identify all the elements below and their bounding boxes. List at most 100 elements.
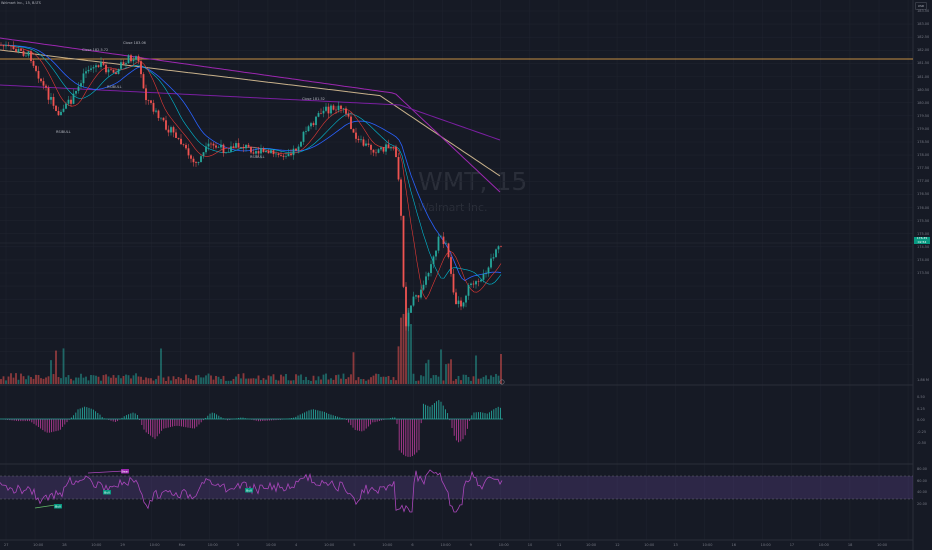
candle-body (362, 139, 365, 146)
volume-bar (177, 377, 180, 384)
volume-bar (442, 380, 445, 384)
currency-button[interactable]: USD (915, 2, 927, 10)
macd-histogram (0, 400, 501, 457)
candle-body (52, 97, 55, 106)
volume-bar (132, 375, 135, 384)
macd-axis-label: -0.50 (917, 441, 927, 445)
candle-body (280, 155, 282, 156)
volume-bar (292, 380, 295, 384)
candle-body (7, 45, 10, 46)
time-axis-label: 10:00 (644, 543, 655, 547)
rsi-tag-label: Bull (246, 488, 252, 492)
candle-body (65, 103, 67, 109)
volume-bar (392, 377, 395, 384)
time-axis-label: 10:00 (91, 543, 102, 547)
volume-bar (87, 380, 90, 384)
volume-axis-label: 1.86 M (917, 378, 929, 382)
time-axis-label: 10:00 (149, 543, 160, 547)
candle-body (17, 49, 20, 52)
volume-bar (257, 375, 260, 384)
candle-body (150, 100, 152, 103)
volume-bar (157, 375, 160, 384)
candle-body (37, 70, 40, 79)
price-axis-label: 179.50 (917, 113, 930, 118)
candle-body (387, 144, 390, 148)
volume-bar (45, 377, 47, 384)
candle-body (327, 106, 330, 114)
volume-bar (422, 376, 425, 384)
volume-bar (380, 376, 382, 384)
candle-body (55, 105, 57, 111)
volume-bar (440, 349, 442, 384)
volume-bar (500, 354, 502, 384)
candle-body (145, 88, 147, 101)
volume-bar (285, 374, 287, 384)
volume-bar (260, 380, 262, 384)
price-axis-label: 180.50 (917, 87, 930, 92)
candle-body (125, 63, 127, 65)
volume-bar (460, 380, 462, 384)
candle-body (487, 267, 490, 274)
candle-body (85, 71, 87, 74)
volume-bar (95, 375, 97, 384)
candle-body (137, 56, 140, 62)
candle-body (450, 257, 452, 274)
volume-bar (182, 380, 185, 384)
candle-body (452, 273, 455, 293)
candle-body (215, 145, 217, 148)
volume-bar (162, 377, 165, 384)
candle-body (297, 146, 300, 151)
candle-body (465, 295, 467, 303)
volume-bar (415, 380, 417, 384)
volume-bar (27, 375, 30, 384)
candle-body (337, 105, 340, 111)
volume-bar (410, 324, 412, 384)
volume-bar (225, 380, 227, 384)
volume-bar (322, 374, 325, 384)
candle-body (180, 138, 182, 145)
candle-body (385, 144, 387, 152)
candle-body (140, 61, 142, 75)
time-axis-label: 10:00 (207, 543, 218, 547)
candle-body (50, 97, 52, 100)
volume-bar (252, 378, 255, 384)
price-axis-label: 178.50 (917, 140, 930, 144)
volume-bar (77, 377, 80, 384)
candle-body (40, 78, 42, 82)
volume-bar (467, 376, 470, 384)
candle-body (295, 148, 297, 151)
candle-body (0, 45, 2, 46)
candle-body (242, 146, 245, 149)
candle-body (100, 61, 102, 67)
volume-bar (425, 363, 427, 384)
time-axis-label: 10:00 (498, 543, 509, 547)
candle-body (285, 156, 287, 157)
candle-body (300, 141, 302, 147)
time-axis-label: 3 (236, 543, 240, 547)
volume-bar (120, 378, 122, 384)
volume-bar (175, 379, 177, 384)
end-marker-icon[interactable] (499, 379, 505, 385)
volume-bar (345, 378, 347, 384)
candle-body (312, 123, 315, 126)
candle-body (317, 113, 320, 117)
candle-body (332, 105, 335, 110)
volume-bar (462, 374, 465, 384)
volume-bar (57, 377, 60, 384)
volume-bar (212, 379, 215, 384)
time-axis-label: 12 (615, 543, 620, 547)
candle-body (237, 143, 240, 148)
volume-bar (300, 374, 302, 384)
candle-body (430, 264, 432, 273)
candle-body (20, 49, 22, 51)
volume-bar (137, 376, 140, 384)
candle-body (460, 300, 462, 307)
candle-body (352, 129, 355, 133)
candle-body (325, 106, 327, 111)
time-axis-label: 5 (353, 543, 356, 547)
volume-bar (55, 350, 57, 384)
price-axis-label: 181.00 (917, 74, 930, 79)
volume-bar (65, 377, 67, 384)
candle-body (380, 147, 382, 150)
